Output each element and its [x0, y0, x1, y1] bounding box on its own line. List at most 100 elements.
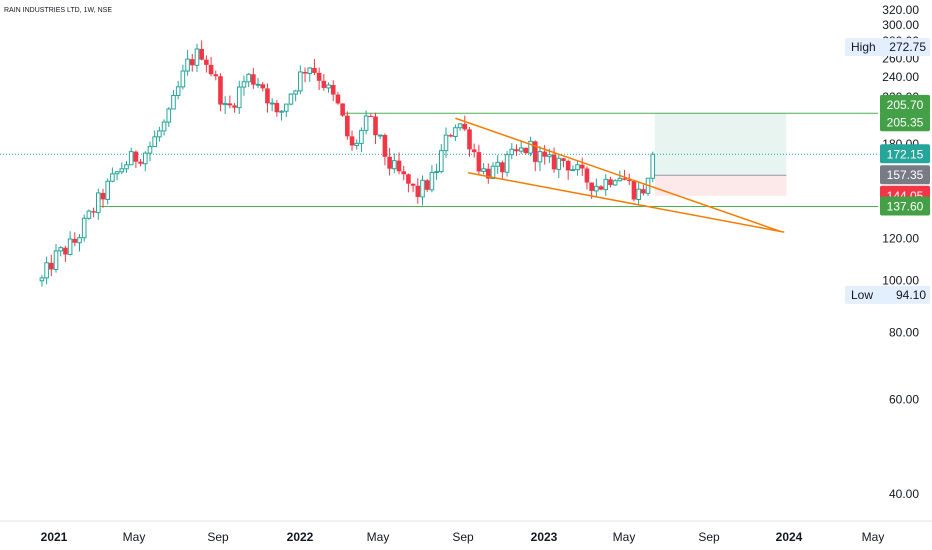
candle — [396, 152, 402, 175]
candle-body — [39, 277, 45, 282]
candle-body — [575, 164, 580, 171]
candle-body — [77, 237, 82, 244]
candle-body — [241, 81, 247, 88]
candle-body — [316, 72, 322, 81]
candle — [49, 254, 54, 277]
candle-body — [481, 168, 486, 172]
candle — [91, 207, 96, 218]
candle-body — [110, 173, 115, 182]
candle-body — [439, 150, 444, 173]
candle — [373, 112, 378, 145]
candle-body — [49, 262, 54, 270]
candle — [142, 151, 148, 172]
candle-body — [406, 174, 411, 184]
candle — [236, 80, 242, 115]
candle — [650, 151, 656, 183]
candle-body — [518, 147, 524, 152]
candle — [556, 153, 562, 178]
candle-body — [260, 84, 266, 89]
candle-body — [453, 127, 458, 137]
candle — [128, 147, 134, 166]
candle-body — [368, 116, 374, 118]
y-tick-label: 320.00 — [882, 3, 919, 17]
trendlines[interactable] — [455, 117, 785, 233]
candle-body — [584, 168, 590, 183]
candle-body — [251, 74, 256, 85]
candle — [439, 144, 444, 174]
candle — [110, 167, 115, 183]
candle — [415, 178, 421, 204]
candle-body — [166, 108, 172, 123]
candle-body — [401, 171, 407, 175]
candle-body — [565, 160, 571, 171]
candle-body — [269, 102, 275, 105]
candle-body — [330, 85, 336, 95]
candle-body — [189, 59, 195, 66]
candle — [222, 96, 228, 115]
candle-body — [232, 105, 237, 108]
candle — [335, 92, 341, 105]
candle-body — [105, 180, 110, 200]
y-tick-label: 40.00 — [889, 487, 919, 501]
price-tag-value: 205.35 — [887, 115, 924, 129]
x-tick-label: 2021 — [41, 530, 68, 544]
hl-value: 94.10 — [896, 288, 926, 302]
candle-body — [485, 168, 491, 179]
candle — [443, 127, 449, 158]
y-tick-label: 240.00 — [882, 70, 919, 84]
candle-body — [185, 58, 190, 72]
candle — [453, 124, 458, 141]
candle — [208, 56, 214, 77]
x-axis[interactable]: 2021 May Sep 2022 May Sep 2023 May Sep 2024 May — [0, 520, 932, 544]
candle — [288, 93, 294, 106]
hl-caption: High — [851, 40, 876, 54]
profit-zone — [654, 112, 787, 176]
candle — [382, 133, 388, 166]
candle-body — [377, 134, 383, 137]
price-tag-value: 157.35 — [887, 168, 924, 182]
candle-body — [96, 192, 101, 214]
candle — [260, 82, 266, 92]
candle — [631, 179, 637, 202]
candle — [363, 110, 369, 135]
candle-body — [608, 179, 613, 185]
candle — [551, 147, 557, 173]
candle-body — [58, 247, 64, 252]
candle-body — [528, 140, 533, 154]
candle — [523, 147, 529, 155]
price-tag-value: 172.15 — [887, 147, 924, 161]
candle — [189, 53, 195, 72]
candle-body — [471, 149, 477, 153]
x-tick-label: 2023 — [531, 530, 558, 544]
candle — [199, 40, 204, 61]
candle — [293, 89, 298, 102]
candle — [608, 176, 613, 188]
candle-body — [359, 129, 364, 144]
candle-body — [340, 103, 345, 116]
candle-body — [462, 123, 468, 130]
candle — [424, 179, 430, 192]
candle-body — [589, 182, 594, 191]
candle — [255, 77, 261, 89]
candle — [298, 65, 303, 95]
candle — [410, 183, 416, 192]
price-tag-box — [880, 94, 930, 114]
candle-body — [274, 103, 280, 113]
price-tag-box — [880, 196, 930, 216]
candle — [420, 175, 425, 206]
candle-body — [298, 71, 303, 92]
candle — [86, 209, 92, 220]
candle-body — [67, 238, 73, 255]
hl-value: 272.75 — [889, 40, 926, 54]
candle — [77, 234, 82, 252]
y-tick-label: 60.00 — [889, 393, 919, 407]
candle-body — [114, 171, 120, 175]
candle — [232, 103, 237, 113]
candle — [204, 55, 209, 73]
candle — [302, 67, 308, 83]
candle — [265, 83, 270, 113]
candle — [490, 162, 496, 180]
candle-body — [138, 161, 143, 164]
candle — [645, 177, 651, 196]
